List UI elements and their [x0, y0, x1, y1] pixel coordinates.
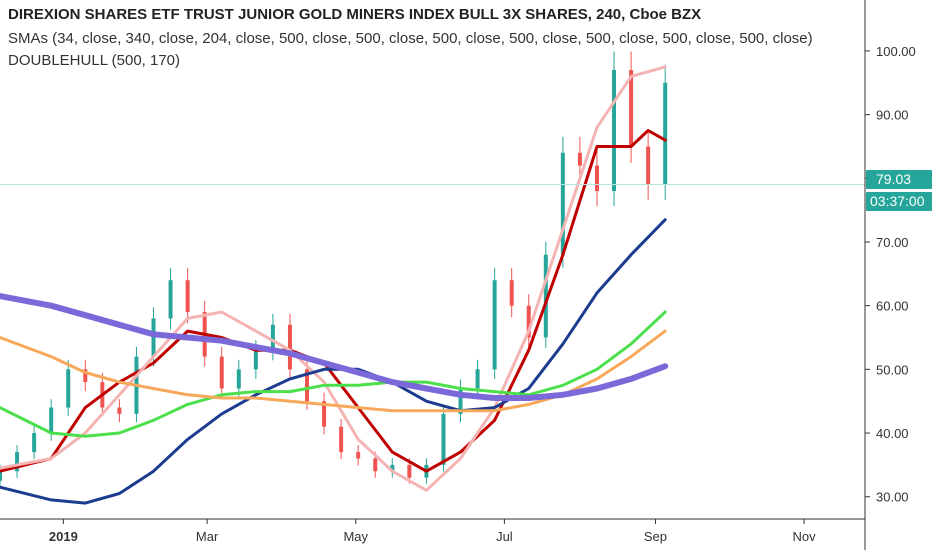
- candle-body: [475, 369, 480, 389]
- candle-body: [407, 464, 412, 478]
- series-line: [0, 65, 667, 492]
- candle-body: [577, 152, 582, 166]
- candle-body: [612, 70, 617, 192]
- y-tick-label: 30.00: [876, 490, 909, 505]
- candle-body: [560, 152, 565, 255]
- candle-body: [15, 452, 20, 472]
- candle-body: [151, 318, 156, 357]
- candle-body: [526, 305, 531, 338]
- candle-body: [629, 70, 634, 147]
- series-line: [0, 310, 667, 438]
- candle-body: [270, 324, 275, 351]
- y-tick-label: 100.00: [876, 44, 916, 59]
- y-tick-label: 50.00: [876, 362, 909, 377]
- price-label-box: [866, 170, 932, 189]
- time-label: 03:37:00: [866, 192, 932, 211]
- time-label-value: 03:37:00: [870, 193, 925, 209]
- candle-body: [185, 280, 190, 313]
- candle-body: [253, 350, 258, 370]
- series-layer: [0, 65, 669, 505]
- candle-body: [492, 280, 497, 370]
- candle-body: [356, 452, 361, 459]
- y-tick-label: 90.00: [876, 108, 909, 123]
- candle-body: [236, 369, 241, 389]
- sma-legend: SMAs (34, close, 340, close, 204, close,…: [8, 30, 813, 47]
- series-line: [0, 293, 669, 401]
- candle-body: [49, 407, 54, 434]
- candle-body: [83, 369, 88, 383]
- candle-body: [373, 458, 378, 472]
- price-label-value: 79.03: [876, 171, 911, 187]
- candle-body: [458, 388, 463, 414]
- candle-body: [117, 407, 122, 414]
- candle-body: [543, 254, 548, 338]
- x-tick-label: 2019: [49, 529, 78, 544]
- candle-layer: [0, 51, 668, 488]
- y-tick-label: 60.00: [876, 299, 909, 314]
- candle-body: [509, 280, 514, 306]
- doublehull-legend: DOUBLEHULL (500, 170): [8, 52, 181, 69]
- candle-body: [287, 324, 292, 370]
- time-label-box: [866, 192, 932, 211]
- x-tick-label: Nov: [793, 529, 817, 544]
- candle-body: [305, 369, 310, 402]
- time-axis[interactable]: 2019 Mar May Jul Sep Nov: [49, 519, 816, 544]
- chart-title: DIREXION SHARES ETF TRUST JUNIOR GOLD MI…: [8, 6, 702, 23]
- x-tick-label: Mar: [196, 529, 219, 544]
- candle-body: [168, 280, 173, 319]
- candle-body: [339, 426, 344, 453]
- y-tick-label: 70.00: [876, 235, 909, 250]
- candle-body: [441, 413, 446, 465]
- x-tick-label: Jul: [496, 529, 513, 544]
- candle-body: [646, 146, 651, 185]
- candle-body: [322, 401, 327, 427]
- candle-body: [66, 369, 71, 408]
- candle-body: [594, 165, 599, 192]
- candle-body: [32, 433, 37, 453]
- y-tick-label: 40.00: [876, 426, 909, 441]
- candle-body: [219, 356, 224, 389]
- candle-body: [663, 82, 668, 185]
- x-tick-label: May: [343, 529, 368, 544]
- candle-body: [0, 471, 2, 481]
- candle-body: [390, 464, 395, 472]
- x-tick-label: Sep: [644, 529, 667, 544]
- price-label: 79.03: [866, 170, 932, 189]
